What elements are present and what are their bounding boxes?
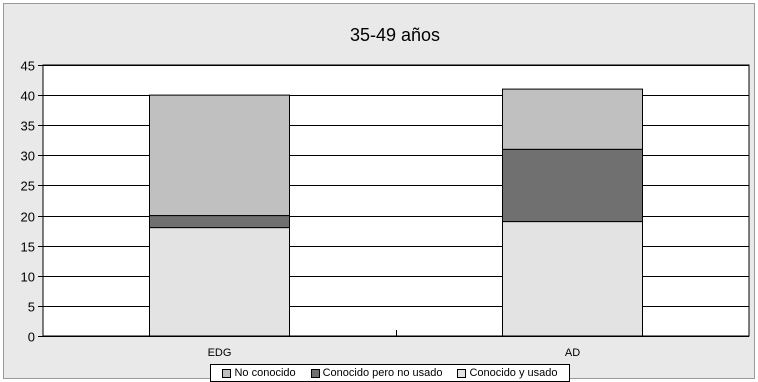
legend-item: No conocido xyxy=(222,367,296,379)
legend-item: Conocido y usado xyxy=(457,367,558,379)
y-tick-label: 25 xyxy=(21,179,35,194)
y-tick-label: 15 xyxy=(21,240,35,255)
plot-area xyxy=(42,64,750,337)
legend-label: Conocido y usado xyxy=(469,367,558,379)
bars xyxy=(149,88,643,337)
legend-swatch xyxy=(457,368,467,378)
legend-item: Conocido pero no usado xyxy=(310,367,443,379)
y-tick-label: 35 xyxy=(21,119,35,134)
y-tick-label: 5 xyxy=(28,300,35,315)
bar-segment xyxy=(502,88,643,150)
y-axis: 0 5 10 15 20 25 30 35 40 45 xyxy=(21,59,43,345)
legend-swatch xyxy=(310,368,320,378)
bar-segment xyxy=(149,94,290,217)
x-axis: EDG AD xyxy=(208,330,580,359)
legend-label: No conocido xyxy=(234,367,296,379)
legend-swatch xyxy=(222,368,232,378)
y-tick-label: 40 xyxy=(21,89,35,104)
bar-segment xyxy=(149,227,290,337)
y-tick-label: 10 xyxy=(21,270,35,285)
chart-title: 35-49 años xyxy=(350,25,440,45)
y-tick-label: 45 xyxy=(21,59,35,74)
bar-segment xyxy=(502,221,643,337)
x-category-label: EDG xyxy=(208,347,232,359)
y-tick-label: 0 xyxy=(28,330,35,345)
y-tick-label: 30 xyxy=(21,149,35,164)
bar-segment xyxy=(149,215,290,229)
legend: No conocido Conocido pero no usado Conocid… xyxy=(210,364,570,382)
x-category-label: AD xyxy=(565,347,580,359)
y-tick-label: 20 xyxy=(21,210,35,225)
legend-label: Conocido pero no usado xyxy=(322,367,443,379)
bar-segment xyxy=(502,148,643,223)
